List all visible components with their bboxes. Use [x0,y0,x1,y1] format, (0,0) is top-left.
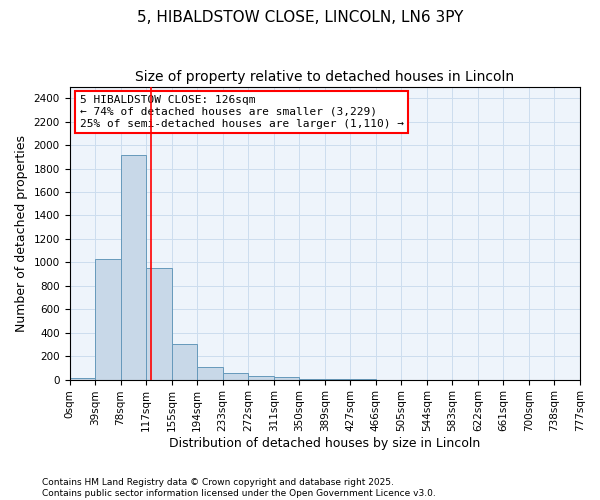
X-axis label: Distribution of detached houses by size in Lincoln: Distribution of detached houses by size … [169,437,481,450]
Bar [248,376,274,380]
Bar [197,366,223,380]
Bar [70,378,95,380]
Bar [172,344,197,380]
Bar [95,259,121,380]
Text: 5, HIBALDSTOW CLOSE, LINCOLN, LN6 3PY: 5, HIBALDSTOW CLOSE, LINCOLN, LN6 3PY [137,10,463,25]
Text: 5 HIBALDSTOW CLOSE: 126sqm
← 74% of detached houses are smaller (3,229)
25% of s: 5 HIBALDSTOW CLOSE: 126sqm ← 74% of deta… [80,96,404,128]
Y-axis label: Number of detached properties: Number of detached properties [15,134,28,332]
Text: Contains HM Land Registry data © Crown copyright and database right 2025.
Contai: Contains HM Land Registry data © Crown c… [42,478,436,498]
Bar [274,378,299,380]
Bar [299,379,325,380]
Title: Size of property relative to detached houses in Lincoln: Size of property relative to detached ho… [135,70,514,84]
Bar [146,268,172,380]
Bar [223,373,248,380]
Bar [121,154,146,380]
